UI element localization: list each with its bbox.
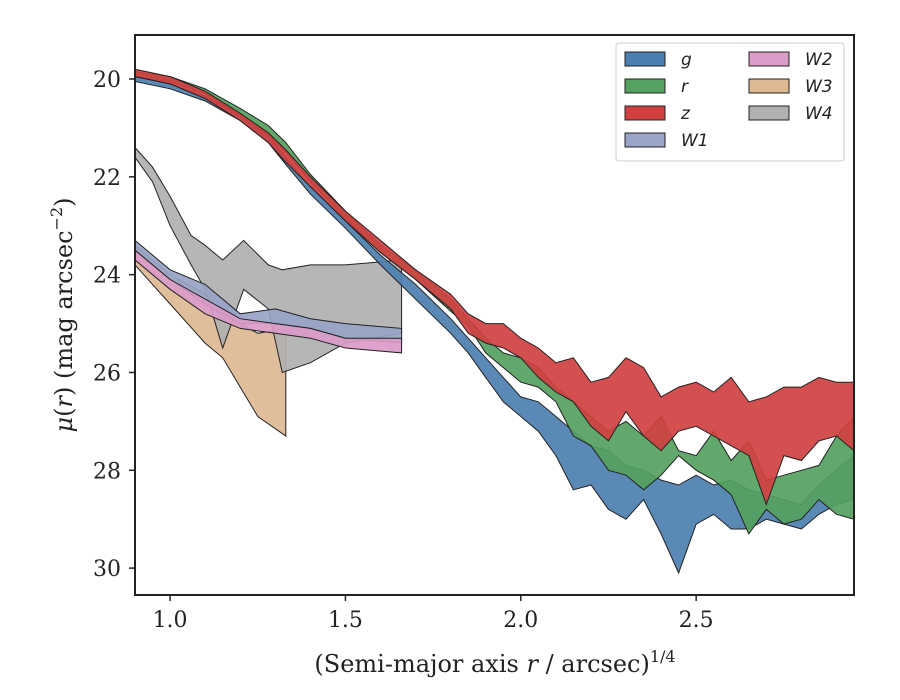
y-axis-label-close: )	[50, 387, 78, 396]
x-axis-label-post: / arcsec)	[538, 650, 650, 678]
y-tick-label: 24	[93, 264, 121, 289]
y-axis-label: μ(r) (mag arcsec−2)	[47, 197, 78, 432]
legend-swatch-r	[624, 78, 666, 94]
y-tick-label: 22	[93, 166, 121, 191]
plot-frame	[134, 34, 855, 596]
y-tick-label: 28	[93, 459, 121, 484]
y-axis-label-post: )	[50, 197, 78, 206]
y-tick-group: 20 22 24 26 28 30	[93, 68, 135, 582]
x-tick-label: 2.5	[679, 608, 714, 633]
y-tick-label: 30	[93, 557, 121, 582]
legend-swatch-w2	[748, 51, 790, 67]
x-axis-label: (Semi-major axis r / arcsec)1/4	[314, 647, 675, 678]
x-tick-group: 1.0 1.5 2.0 2.5	[153, 595, 714, 633]
y-axis-label-open: (	[50, 408, 78, 417]
legend-box	[615, 42, 845, 162]
x-tick-label: 2.0	[503, 608, 538, 633]
x-tick-label: 1.5	[328, 608, 363, 633]
legend-label-w1: W1	[681, 131, 709, 151]
legend-label-w4: W4	[805, 104, 833, 124]
legend-swatch-g	[624, 51, 666, 67]
x-axis-label-pre: (Semi-major axis	[314, 650, 526, 678]
y-axis-label-arg: r	[50, 395, 78, 408]
legend-swatch-w3	[748, 78, 790, 94]
y-axis-label-var: μ	[50, 417, 78, 433]
y-tick-label: 26	[93, 361, 121, 386]
y-axis-label-mid: (mag arcsec	[50, 230, 78, 386]
legend-label-g: g	[681, 50, 692, 70]
band-series-group	[134, 68, 855, 575]
x-tick-label: 1.0	[153, 608, 188, 633]
legend: grz W1 W2 W3 W4	[615, 42, 845, 162]
legend-swatch-z	[624, 105, 666, 121]
y-tick-label: 20	[93, 68, 121, 93]
legend-swatch-w1	[624, 132, 666, 148]
x-axis-label-var: r	[526, 650, 539, 678]
legend-swatch-w4	[748, 105, 790, 121]
x-axis-label-sup: 1/4	[650, 647, 676, 666]
legend-label-w3: W3	[805, 77, 833, 97]
y-axis-label-sup: −2	[47, 207, 66, 231]
legend-label-r: r	[681, 77, 689, 97]
legend-label-z: z	[680, 104, 691, 124]
band-w2	[134, 249, 403, 354]
legend-label-w2: W2	[805, 50, 833, 70]
